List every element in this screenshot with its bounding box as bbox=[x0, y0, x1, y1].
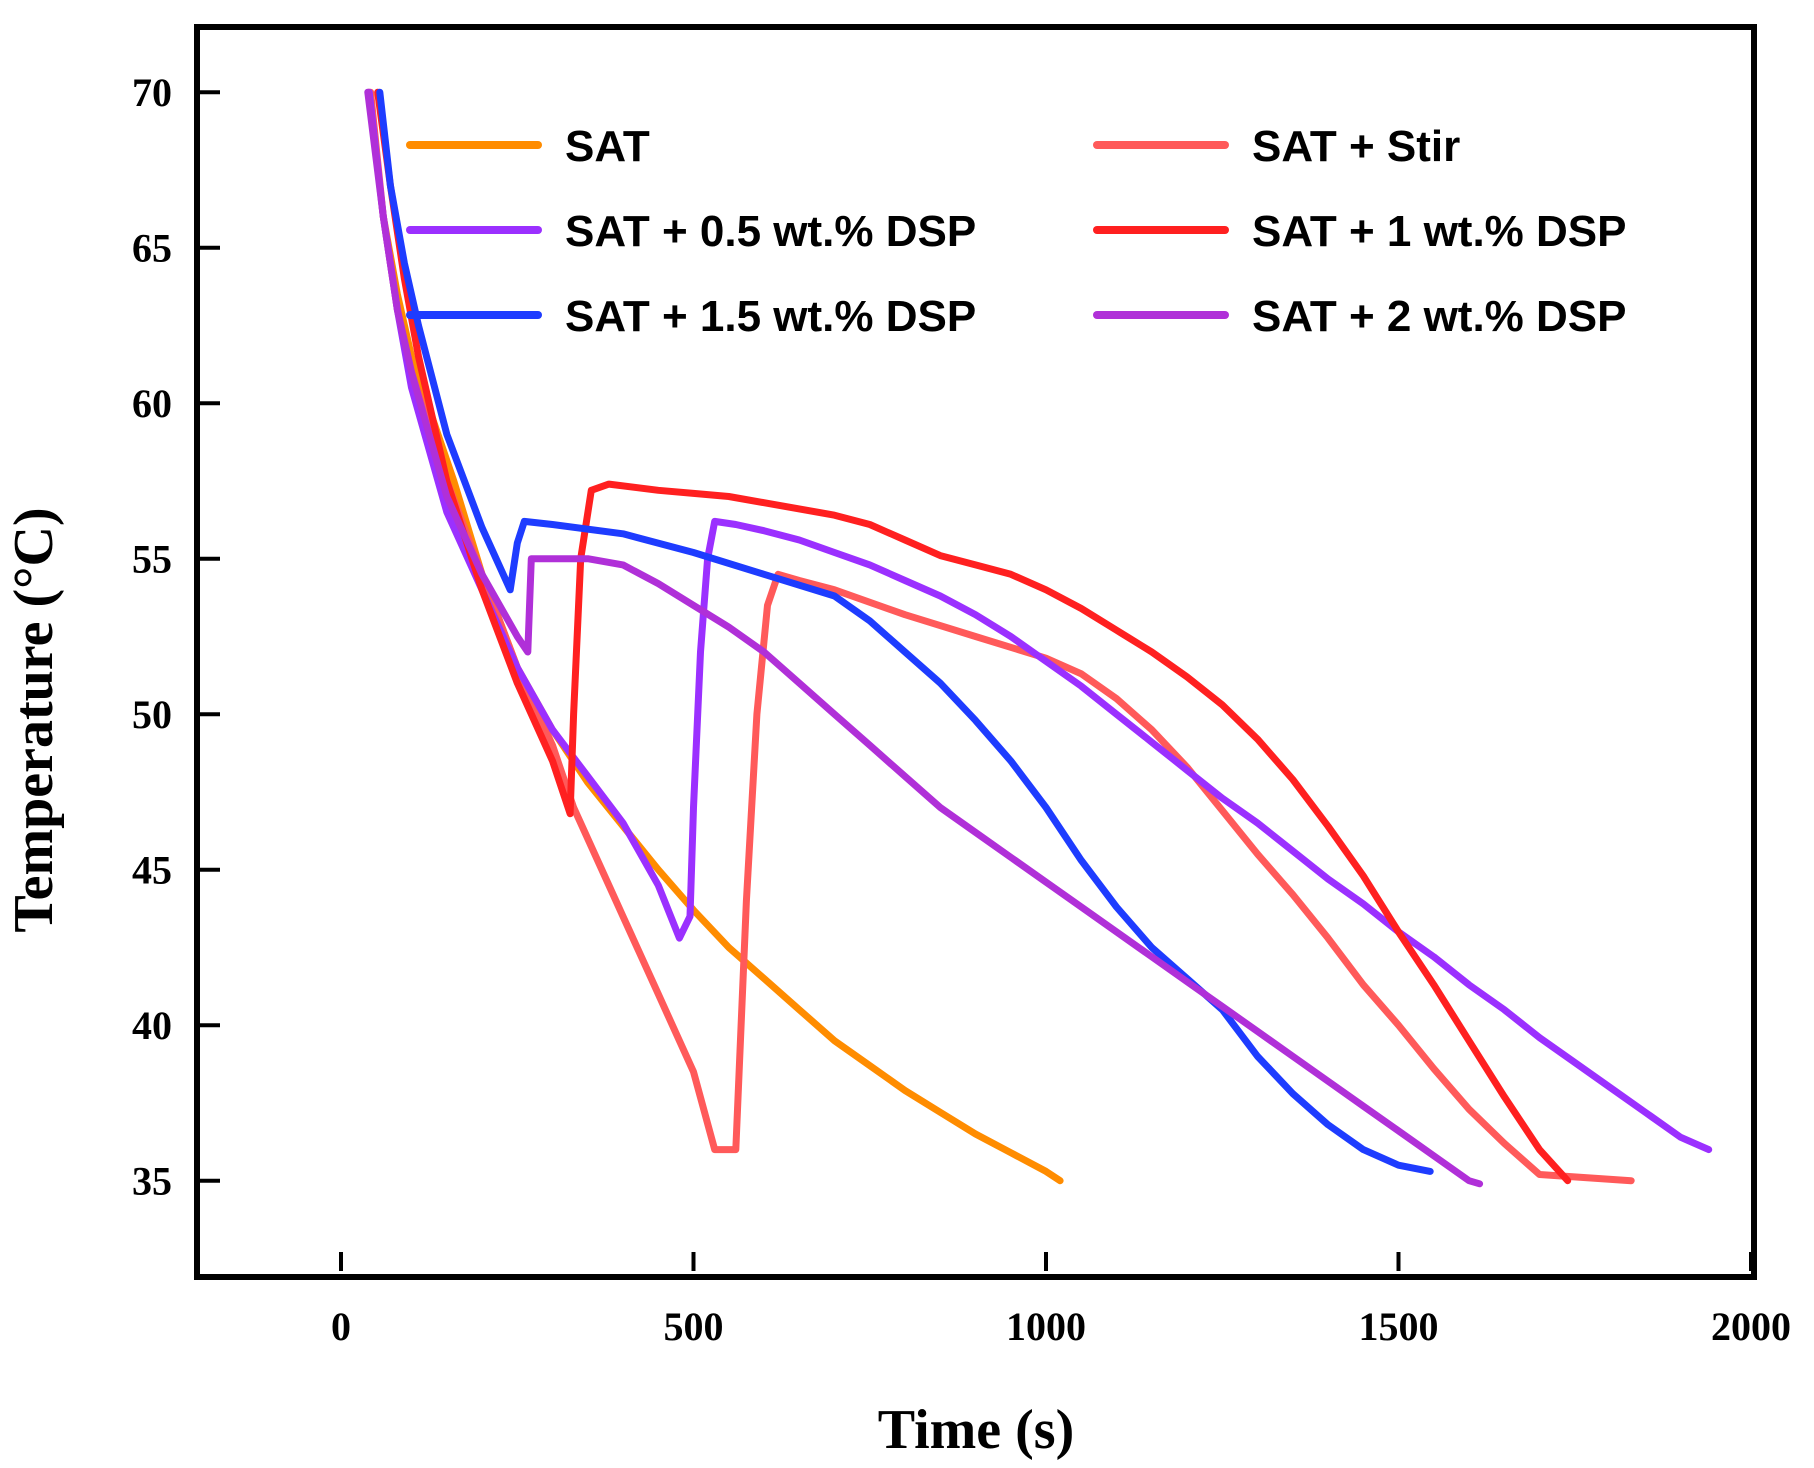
legend-label-5: SAT + 1.5 wt.% DSP bbox=[565, 292, 976, 341]
legend-label-4: SAT + 1 wt.% DSP bbox=[1252, 207, 1627, 256]
plot-frame bbox=[194, 24, 1757, 1280]
x-axis-title: Time (s) bbox=[878, 1399, 1075, 1461]
legend-label-1: SAT bbox=[565, 122, 650, 171]
y-tick-label: 35 bbox=[132, 1159, 172, 1204]
y-tick-label: 45 bbox=[132, 848, 172, 893]
y-axis-ticks: 35 40 45 50 55 60 65 70 bbox=[132, 70, 220, 1204]
x-tick-label: 0 bbox=[331, 1304, 351, 1349]
y-tick-label: 70 bbox=[132, 70, 172, 115]
legend: SAT SAT + Stir SAT + 0.5 wt.% DSP SAT + 1 w… bbox=[406, 122, 1627, 341]
series-line-6 bbox=[364, 88, 1484, 1188]
y-tick-label: 55 bbox=[132, 537, 172, 582]
y-axis-title: Temperature (°C) bbox=[3, 507, 65, 932]
x-tick-label: 2000 bbox=[1711, 1304, 1791, 1349]
x-tick-label: 1500 bbox=[1359, 1304, 1439, 1349]
legend-label-2: SAT + Stir bbox=[1252, 122, 1460, 171]
legend-label-6: SAT + 2 wt.% DSP bbox=[1252, 292, 1627, 341]
series-lines bbox=[364, 88, 1713, 1188]
legend-label-3: SAT + 0.5 wt.% DSP bbox=[565, 207, 976, 256]
series-line-5 bbox=[376, 88, 1434, 1175]
y-tick-label: 40 bbox=[132, 1003, 172, 1048]
y-tick-label: 60 bbox=[132, 381, 172, 426]
x-tick-label: 1000 bbox=[1006, 1304, 1086, 1349]
x-tick-label: 500 bbox=[664, 1304, 724, 1349]
x-axis-ticks: 0 500 1000 1500 2000 bbox=[331, 1252, 1791, 1349]
y-tick-label: 65 bbox=[132, 226, 172, 271]
series-line-4 bbox=[374, 88, 1572, 1185]
y-tick-label: 50 bbox=[132, 692, 172, 737]
